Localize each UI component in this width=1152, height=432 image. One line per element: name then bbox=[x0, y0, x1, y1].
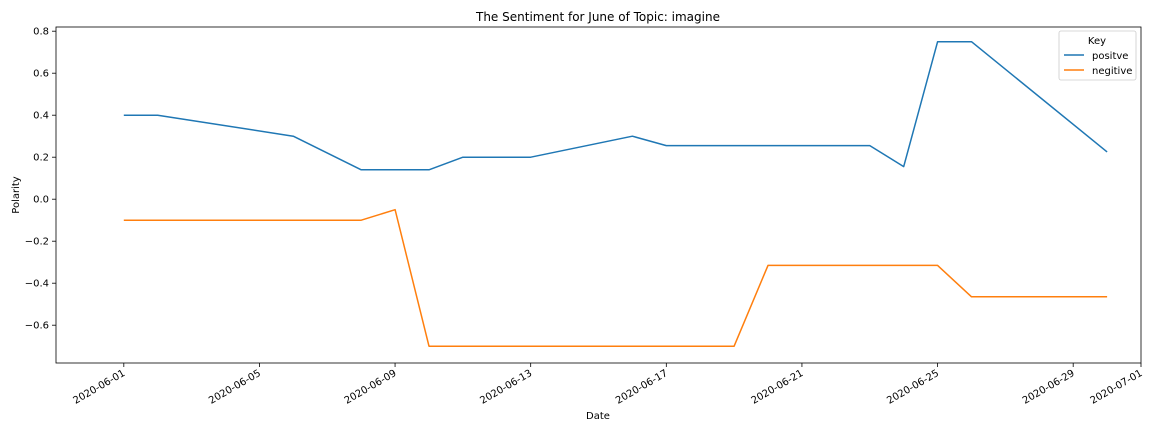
x-tick-label: 2020-06-05 bbox=[207, 368, 263, 407]
x-tick-label: 2020-06-17 bbox=[614, 368, 670, 407]
x-tick-label: 2020-06-13 bbox=[478, 368, 534, 407]
y-axis-label: Polarity bbox=[11, 176, 22, 214]
x-tick-label: 2020-07-01 bbox=[1089, 368, 1145, 407]
x-tick-label: 2020-06-09 bbox=[343, 368, 399, 407]
y-tick-label: 0.6 bbox=[33, 69, 49, 80]
chart-title: The Sentiment for June of Topic: imagine bbox=[475, 10, 720, 24]
x-tick-label: 2020-06-29 bbox=[1021, 368, 1077, 407]
y-tick-label: 0.2 bbox=[33, 153, 49, 164]
x-tick-label: 2020-06-01 bbox=[71, 368, 127, 407]
y-axis: 0.8 0.6 0.4 0.2 0.0 −0.2 −0.4 −0.6 bbox=[25, 27, 56, 332]
legend-label-negitive: negitive bbox=[1092, 66, 1132, 77]
legend-title: Key bbox=[1088, 36, 1106, 47]
series-line-positve bbox=[123, 40, 1108, 171]
y-tick-label: 0.4 bbox=[33, 111, 49, 122]
plot-area bbox=[123, 40, 1108, 347]
y-tick-label: −0.4 bbox=[25, 279, 49, 290]
series-line-negitive bbox=[123, 208, 1108, 347]
legend-label-positve: positve bbox=[1092, 51, 1128, 62]
x-tick-label: 2020-06-25 bbox=[885, 368, 941, 407]
legend: Key positve negitive bbox=[1058, 30, 1137, 81]
x-axis-label: Date bbox=[586, 411, 610, 422]
y-tick-label: −0.6 bbox=[25, 321, 49, 332]
legend-box bbox=[1058, 30, 1137, 81]
x-axis: 2020-06-01 2020-06-05 2020-06-09 2020-06-13… bbox=[71, 363, 1145, 407]
plot-frame bbox=[55, 26, 1142, 364]
y-tick-label: −0.2 bbox=[25, 237, 49, 248]
y-tick-label: 0.8 bbox=[33, 27, 49, 38]
y-tick-label: 0.0 bbox=[33, 195, 49, 206]
x-tick-label: 2020-06-21 bbox=[750, 368, 806, 407]
